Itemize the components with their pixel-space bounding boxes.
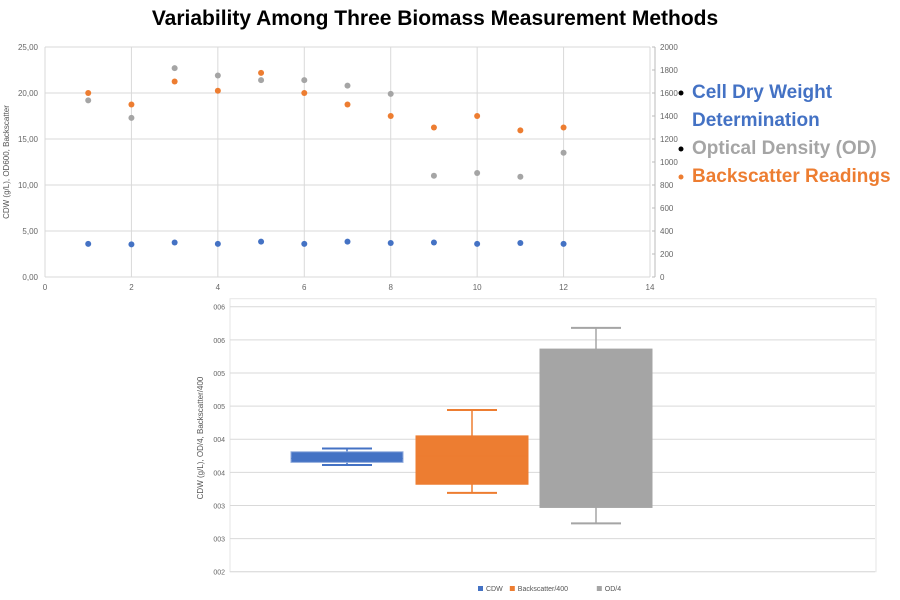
x-tick-label: 14 <box>646 283 655 292</box>
data-point <box>214 72 221 79</box>
legend-entry-backscatter: Backscatter Readings <box>692 166 891 187</box>
x-tick-label: 8 <box>388 283 393 292</box>
data-point <box>344 82 351 89</box>
data-point <box>301 77 308 84</box>
data-point <box>517 239 524 246</box>
y-tick-label: 005 <box>213 371 225 378</box>
legend-entry-od: Optical Density (OD) <box>692 138 877 159</box>
scatter-y-axis-label: CDW (g/L), OD600, Backscatter <box>2 105 11 219</box>
y2-tick-label: 2000 <box>660 43 678 52</box>
data-point <box>85 240 92 247</box>
data-point <box>171 65 178 72</box>
legend-swatch <box>478 586 483 591</box>
data-point <box>128 101 135 108</box>
y-tick-label: 10,00 <box>18 181 39 190</box>
legend-marker <box>678 90 684 96</box>
y-tick-label: 004 <box>213 470 225 477</box>
x-tick-label: 10 <box>473 283 482 292</box>
legend-line: Cell Dry Weight <box>692 82 833 103</box>
x-tick-label: 12 <box>559 283 568 292</box>
data-point <box>430 124 437 131</box>
data-point <box>258 77 265 84</box>
box-backscatter-400 <box>415 435 529 485</box>
data-point <box>85 90 92 96</box>
data-point <box>387 113 394 119</box>
y-tick-label: 0,00 <box>22 273 38 282</box>
y2-tick-label: 1200 <box>660 135 678 144</box>
box-chart: CDW (g/L), OD/4, Backscatter/400 002 003 0… <box>196 298 877 593</box>
box-y-axis-label: CDW (g/L), OD/4, Backscatter/400 <box>196 376 205 499</box>
legend-swatch <box>596 586 602 591</box>
y2-tick-label: 1000 <box>660 158 678 167</box>
y2-tick-label: 1600 <box>660 89 678 98</box>
data-point <box>214 240 221 247</box>
y-tick-label: 006 <box>213 305 225 312</box>
scatter-chart: CDW (g/L), OD600, Backscatter 0 2 4 6 8 10 12 1… <box>2 43 891 292</box>
y-tick-label: 003 <box>213 503 225 510</box>
data-point <box>344 238 351 245</box>
y-tick-label: 003 <box>213 537 225 544</box>
x-tick-label: 4 <box>216 283 221 292</box>
y-tick-label: 005 <box>213 404 225 411</box>
x-tick-label: 2 <box>129 283 134 292</box>
data-point <box>258 69 265 76</box>
y-tick-label: 5,00 <box>22 227 38 236</box>
data-point <box>474 113 481 119</box>
y-tick-label: 002 <box>213 570 225 577</box>
data-point <box>301 90 308 96</box>
data-point <box>517 173 524 180</box>
y-tick-label: 004 <box>213 437 225 444</box>
legend-entry-cdw: Cell Dry Weight Determination <box>692 82 833 131</box>
legend-line: Determination <box>692 110 820 131</box>
legend-entry: CDW <box>486 586 503 593</box>
data-point <box>560 240 567 247</box>
data-point <box>474 240 481 247</box>
y2-tick-label: 1800 <box>660 66 678 75</box>
box-od-4 <box>539 348 653 508</box>
y2-tick-label: 800 <box>660 181 674 190</box>
x-tick-label: 0 <box>43 283 48 292</box>
data-point <box>560 124 567 131</box>
y2-tick-label: 600 <box>660 204 674 213</box>
legend-marker <box>678 146 684 152</box>
data-point <box>344 101 351 108</box>
data-point <box>301 240 308 247</box>
y2-tick-label: 0 <box>660 273 665 282</box>
data-point <box>258 238 265 245</box>
data-point <box>214 87 221 94</box>
data-point <box>430 172 437 179</box>
y2-tick-label: 400 <box>660 227 674 236</box>
data-point <box>128 241 135 248</box>
data-point <box>430 239 437 246</box>
data-point <box>85 97 92 104</box>
y2-tick-label: 200 <box>660 250 674 259</box>
data-point <box>517 127 524 134</box>
data-point <box>171 239 178 246</box>
data-point <box>387 90 394 97</box>
box-cdw <box>290 451 404 463</box>
data-point <box>128 114 135 121</box>
data-point <box>171 78 178 85</box>
x-tick-label: 6 <box>302 283 307 292</box>
y-tick-label: 006 <box>213 338 225 345</box>
y-tick-label: 20,00 <box>18 89 39 98</box>
legend-marker <box>678 174 684 180</box>
data-point <box>560 149 567 156</box>
data-point <box>474 170 481 177</box>
legend-entry: OD/4 <box>605 586 621 593</box>
y-tick-label: 25,00 <box>18 43 39 52</box>
legend-swatch <box>509 586 515 591</box>
data-point <box>387 239 394 246</box>
legend-entry: Backscatter/400 <box>518 586 568 593</box>
y2-tick-label: 1400 <box>660 112 678 121</box>
figure-title: Variability Among Three Biomass Measurem… <box>152 7 718 30</box>
y-tick-label: 15,00 <box>18 135 39 144</box>
